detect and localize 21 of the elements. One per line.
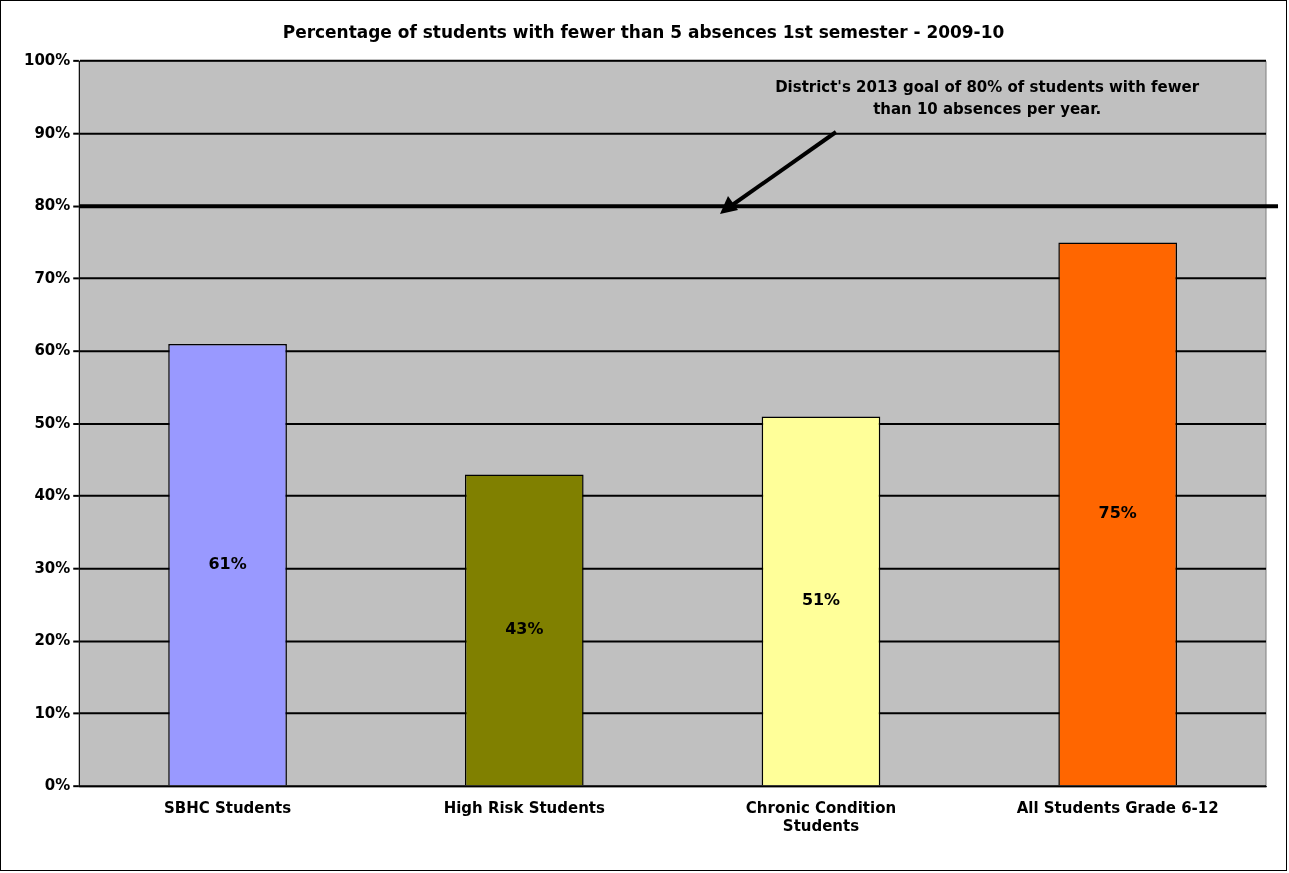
data-label: 43% <box>505 618 544 638</box>
data-label: 51% <box>801 589 841 609</box>
y-tick-label: 60% <box>34 341 71 360</box>
y-tick-label: 0% <box>44 776 71 795</box>
y-tick-label: 20% <box>34 631 71 650</box>
y-tick-label: 90% <box>34 123 71 142</box>
x-tick-label: All Students Grade 6-12 <box>1016 799 1219 818</box>
y-tick-label: 30% <box>34 558 71 577</box>
x-tick-label: Chronic Condition Students <box>745 799 897 835</box>
data-label: 75% <box>1098 503 1137 522</box>
chart-title: Percentage of students with fewer than 5 absences 1st semester - 2009-10 <box>282 21 1005 42</box>
x-tick-label: SBHC Students <box>163 799 292 818</box>
data-label: 61% <box>208 553 247 573</box>
ref-line-label: District's 2013 goal of 80% of students with fewer than 10 absences per year. <box>775 78 1200 119</box>
y-tick-label: 70% <box>34 268 71 287</box>
y-tick-label: 40% <box>34 486 71 505</box>
y-tick-label: 10% <box>34 703 71 722</box>
y-tick-label: 50% <box>34 413 71 432</box>
x-tick-label: High Risk Students <box>443 799 605 818</box>
y-tick-label: 80% <box>34 196 71 215</box>
y-tick-label: 100% <box>23 51 71 70</box>
